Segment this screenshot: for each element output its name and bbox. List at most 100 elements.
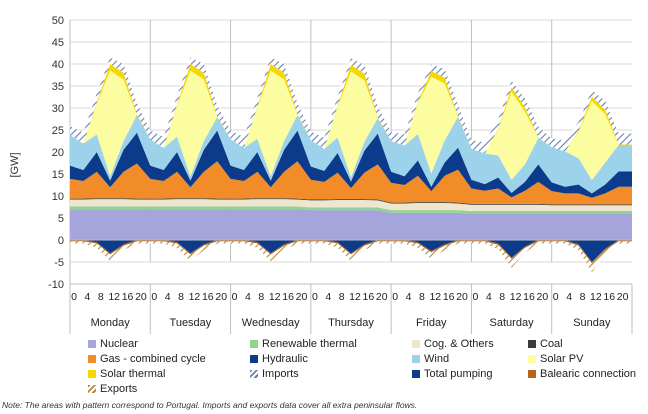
legend-item: Hydraulic [250,353,308,365]
x-day-label: Friday [416,317,447,329]
area-solar-pv [70,70,632,181]
legend-label: Renewable thermal [262,338,357,350]
x-hour-label: 12 [429,291,441,303]
x-hour-label: 4 [165,291,171,303]
x-hour-label: 8 [580,291,586,303]
y-tick-label: 45 [52,37,64,49]
legend-label: Total pumping [424,368,493,380]
y-tick-label: 0 [58,235,64,247]
y-tick-label: -5 [54,257,64,269]
legend-item: Cog. & Others [412,338,494,350]
x-hour-label: 16 [443,291,455,303]
legend-item: Renewable thermal [250,338,357,350]
legend-swatch [528,355,536,363]
series-areas [70,57,632,273]
x-hour-label: 16 [523,291,535,303]
legend-swatch [88,355,96,363]
y-tick-label: 20 [52,147,64,159]
x-hour-label: 12 [269,291,281,303]
footnote: Note: The areas with pattern correspond … [2,400,418,410]
legend-item: Solar PV [528,353,583,365]
x-day-label: Tuesday [170,317,212,329]
x-hour-label: 8 [339,291,345,303]
x-hour-label: 12 [108,291,120,303]
x-hour-label: 16 [363,291,375,303]
x-day-label: Wednesday [242,317,300,329]
legend-item: Wind [412,353,449,365]
x-hour-label: 8 [98,291,104,303]
x-hour-label: 16 [603,291,615,303]
legend-label: Gas - combined cycle [100,353,206,365]
x-hour-label: 12 [349,291,361,303]
y-axis-label: [GW] [9,152,21,177]
y-axis: -10 -5 0 5 10 15 20 25 30 35 40 45 50 [48,15,71,291]
x-hour-label: 4 [325,291,331,303]
x-hour-label: 20 [135,291,147,303]
legend-label: Nuclear [100,338,138,350]
legend-item: Solar thermal [88,368,165,380]
legend-swatch [88,370,96,378]
x-hour-label: 12 [590,291,602,303]
area-total-pumping [70,240,632,262]
x-hour-label: 20 [296,291,308,303]
x-hour-label: 0 [71,291,77,303]
area-gas-combined-cycle [70,161,632,205]
area-balearic-connection [70,240,632,264]
area-wind [70,115,632,194]
y-tick-label: 30 [52,103,64,115]
legend-label: Solar PV [540,353,584,365]
area-renewable-thermal [70,206,632,214]
legend-swatch [250,370,258,378]
x-hour-label: 8 [499,291,505,303]
x-hour-label: 0 [232,291,238,303]
legend-swatch [412,340,420,348]
x-hour-label: 4 [84,291,90,303]
x-hour-label: 4 [245,291,251,303]
area-nuclear [70,209,632,240]
legend-swatch [412,355,420,363]
x-hour-label: 12 [189,291,201,303]
legend-label: Coal [540,338,563,350]
x-hour-label: 20 [456,291,468,303]
area-cog-others [70,199,632,211]
x-hour-label: 16 [282,291,294,303]
y-tick-label: 35 [52,81,64,93]
legend-label: Hydraulic [262,353,308,365]
legend-item: Imports [250,368,299,380]
y-tick-label: 5 [58,213,64,225]
x-hour-label: 4 [486,291,492,303]
area-hydraulic [70,130,632,198]
x-hour-label: 8 [419,291,425,303]
y-tick-label: 10 [52,191,64,203]
legend-swatch [88,385,96,393]
x-day-label: Monday [91,317,131,329]
x-hour-label: 8 [178,291,184,303]
legend-swatch [412,370,420,378]
y-tick-label: 25 [52,125,64,137]
x-hour-label: 4 [406,291,412,303]
x-day-label: Thursday [328,317,374,329]
x-hour-label: 20 [617,291,629,303]
x-hour-label: 20 [537,291,549,303]
x-hour-label: 16 [202,291,214,303]
x-hour-label: 0 [392,291,398,303]
legend-swatch [250,340,258,348]
x-hour-label: 20 [215,291,227,303]
legend-label: Cog. & Others [424,338,494,350]
legend-item: Total pumping [412,368,493,380]
y-tick-label: 50 [52,15,64,27]
legend-item: Exports [88,383,137,395]
x-hour-label: 20 [376,291,388,303]
area-coal [70,198,632,206]
x-hour-label: 16 [122,291,134,303]
y-tick-label: 40 [52,59,64,71]
legend-label: Exports [100,383,138,395]
legend-label: Balearic connection [540,368,637,380]
y-tick-label: -10 [48,279,64,291]
legend-item: Balearic connection [528,368,636,380]
x-hour-label: 12 [510,291,522,303]
legend-label: Wind [424,353,450,365]
x-hour-label: 8 [258,291,264,303]
y-tick-label: 15 [52,169,64,181]
